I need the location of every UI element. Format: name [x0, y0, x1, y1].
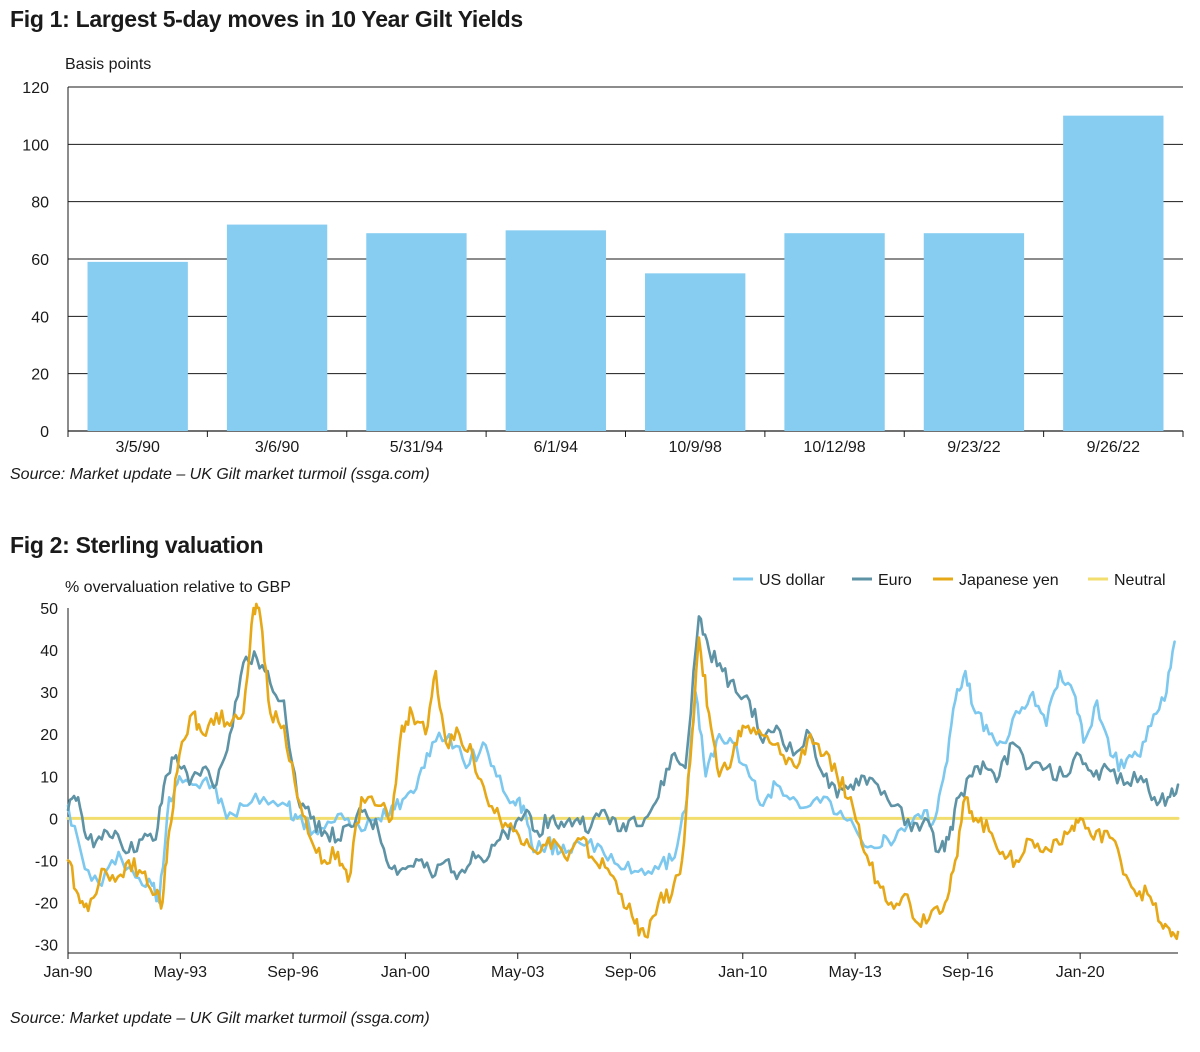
y-tick-label: 20 — [31, 367, 49, 384]
y-tick-label: 40 — [40, 643, 58, 660]
y-tick-label: -30 — [35, 938, 58, 955]
series-line-us-dollar — [66, 640, 1176, 904]
bar — [505, 230, 606, 431]
legend-label-euro: Euro — [878, 572, 912, 589]
y-tick-label: 10 — [40, 769, 58, 786]
y-tick-label: 0 — [40, 424, 49, 441]
fig1-y-axis-title: Basis points — [65, 56, 151, 73]
y-tick-label: 120 — [22, 80, 49, 97]
bar — [1063, 115, 1164, 432]
y-tick-label: -10 — [35, 853, 58, 870]
x-tick-label: 10/12/98 — [803, 439, 865, 456]
x-tick-label: Sep-16 — [942, 964, 994, 981]
series-line-euro — [66, 615, 1180, 881]
bar — [226, 224, 328, 431]
legend-label-us-dollar: US dollar — [759, 572, 825, 589]
fig2-y-axis-title: % overvaluation relative to GBP — [65, 579, 291, 596]
fig1-title: Fig 1: Largest 5-day moves in 10 Year Gi… — [10, 6, 523, 32]
x-tick-label: Jan-00 — [381, 964, 430, 981]
x-tick-label: 3/6/90 — [255, 439, 300, 456]
series-line-japanese-yen — [66, 602, 1180, 941]
x-tick-label: May-13 — [828, 964, 881, 981]
bar — [645, 273, 746, 431]
y-tick-label: 60 — [31, 252, 49, 269]
x-tick-label: 3/5/90 — [115, 439, 160, 456]
x-tick-label: Jan-20 — [1056, 964, 1105, 981]
y-tick-label: 80 — [31, 195, 49, 212]
fig2-title: Fig 2: Sterling valuation — [10, 532, 264, 558]
x-tick-label: 9/23/22 — [947, 439, 1000, 456]
y-tick-label: 20 — [40, 727, 58, 744]
x-tick-label: Jan-90 — [44, 964, 93, 981]
x-tick-label: Sep-96 — [267, 964, 319, 981]
y-tick-label: 100 — [22, 137, 49, 154]
x-tick-label: May-03 — [491, 964, 544, 981]
fig2-source: Source: Market update – UK Gilt market t… — [10, 1010, 430, 1027]
bar — [87, 261, 188, 431]
y-tick-label: 40 — [31, 309, 49, 326]
fig1-chart: Basis points 0 20 40 60 80 100 120 3/5/90 3/6/90 5… — [22, 56, 1184, 456]
bar — [923, 233, 1025, 431]
x-tick-label: 5/31/94 — [390, 439, 443, 456]
y-tick-label: 30 — [40, 685, 58, 702]
x-tick-label: 9/26/22 — [1087, 439, 1140, 456]
fig1-source: Source: Market update – UK Gilt market t… — [10, 466, 430, 483]
y-tick-label: 50 — [40, 601, 58, 618]
x-tick-label: May-93 — [154, 964, 207, 981]
legend-label-neutral: Neutral — [1114, 572, 1166, 589]
x-tick-label: 6/1/94 — [534, 439, 579, 456]
fig2-chart: % overvaluation relative to GBP -30 -20 -10… — [35, 572, 1180, 981]
x-tick-label: Jan-10 — [718, 964, 767, 981]
y-tick-label: -20 — [35, 896, 58, 913]
x-tick-label: 10/9/98 — [668, 439, 721, 456]
y-tick-label: 0 — [49, 811, 58, 828]
x-tick-label: Sep-06 — [605, 964, 657, 981]
bar — [784, 233, 885, 431]
bar — [366, 233, 467, 431]
legend-label-japanese-yen: Japanese yen — [959, 572, 1059, 589]
